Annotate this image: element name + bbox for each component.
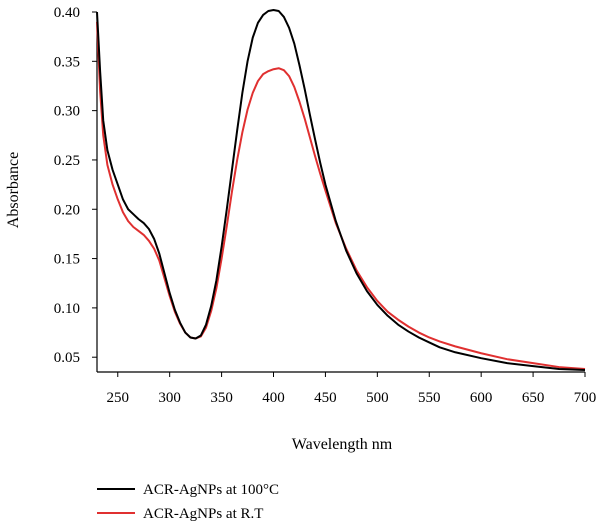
y-tick-label: 0.40 [54,5,80,21]
y-tick-label: 0.05 [54,350,80,366]
y-tick-label: 0.35 [54,54,80,70]
legend-label-0: ACR-AgNPs at 100°C [143,482,279,498]
series-layer [96,9,586,372]
x-axis-title: Wavelength nm [292,436,393,453]
x-tick-label: 400 [262,390,285,406]
y-axis-ticks: 0.05 0.10 0.15 0.20 0.25 0.30 0.35 0.40 [54,5,97,366]
plot-frame [96,12,585,373]
x-tick-label: 500 [366,390,389,406]
x-tick-label: 450 [314,390,337,406]
x-tick-label: 650 [522,390,545,406]
x-tick-label: 600 [470,390,493,406]
x-tick-label: 700 [574,390,597,406]
y-axis-title: Absorbance [5,152,22,228]
legend: ACR-AgNPs at 100°C ACR-AgNPs at R.T [97,482,279,522]
x-axis-ticks: 250 300 350 400 450 500 550 600 650 700 [107,372,597,406]
y-tick-label: 0.25 [54,153,80,169]
series-line-1 [96,21,586,371]
legend-label-1: ACR-AgNPs at R.T [143,506,263,522]
x-tick-label: 300 [158,390,181,406]
y-tick-label: 0.10 [54,301,80,317]
x-tick-label: 250 [107,390,130,406]
y-tick-label: 0.15 [54,252,80,268]
x-tick-label: 550 [418,390,441,406]
y-tick-label: 0.30 [54,104,80,120]
x-tick-label: 350 [210,390,233,406]
series-line-0 [96,9,586,372]
y-tick-label: 0.20 [54,202,80,218]
